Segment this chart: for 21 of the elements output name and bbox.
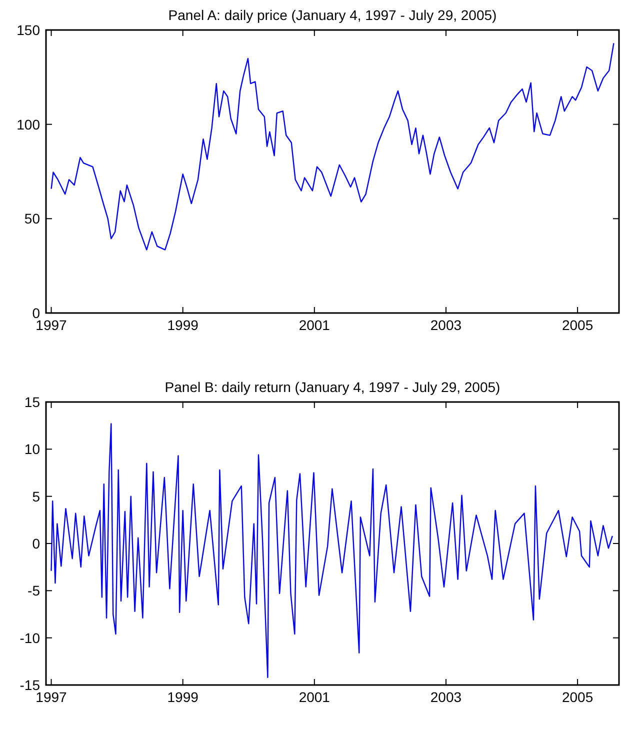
chart-title: Panel A: daily price (January 4, 1997 - July 29, 2005) — [168, 7, 497, 23]
line-series — [50, 423, 614, 678]
y-tick-label: 15 — [24, 394, 40, 410]
x-tick-label: 2001 — [298, 317, 330, 333]
y-tick-label: 0 — [32, 536, 40, 552]
y-tick-label: -10 — [20, 630, 40, 646]
y-tick-label: 100 — [16, 116, 40, 132]
x-tick-label: 2003 — [430, 689, 462, 705]
x-tick-label: 2003 — [430, 317, 462, 333]
x-tick-label: 2005 — [562, 317, 594, 333]
x-tick-label: 1999 — [167, 317, 199, 333]
y-tick-label: 10 — [24, 441, 40, 458]
y-tick-label: -5 — [28, 582, 40, 599]
y-tick-label: 50 — [24, 210, 40, 227]
y-tick-label: 150 — [16, 22, 40, 38]
y-tick-label: 5 — [32, 488, 40, 504]
x-tick-label: 2001 — [298, 689, 330, 705]
x-tick-label: 2005 — [562, 689, 594, 705]
line-series — [50, 42, 614, 250]
chart-title: Panel B: daily return (January 4, 1997 - July 29, 2005) — [164, 379, 500, 395]
x-tick-label: 1999 — [167, 689, 199, 705]
